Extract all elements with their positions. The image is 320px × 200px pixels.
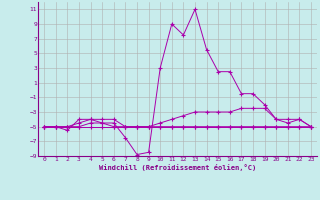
X-axis label: Windchill (Refroidissement éolien,°C): Windchill (Refroidissement éolien,°C)	[99, 164, 256, 171]
